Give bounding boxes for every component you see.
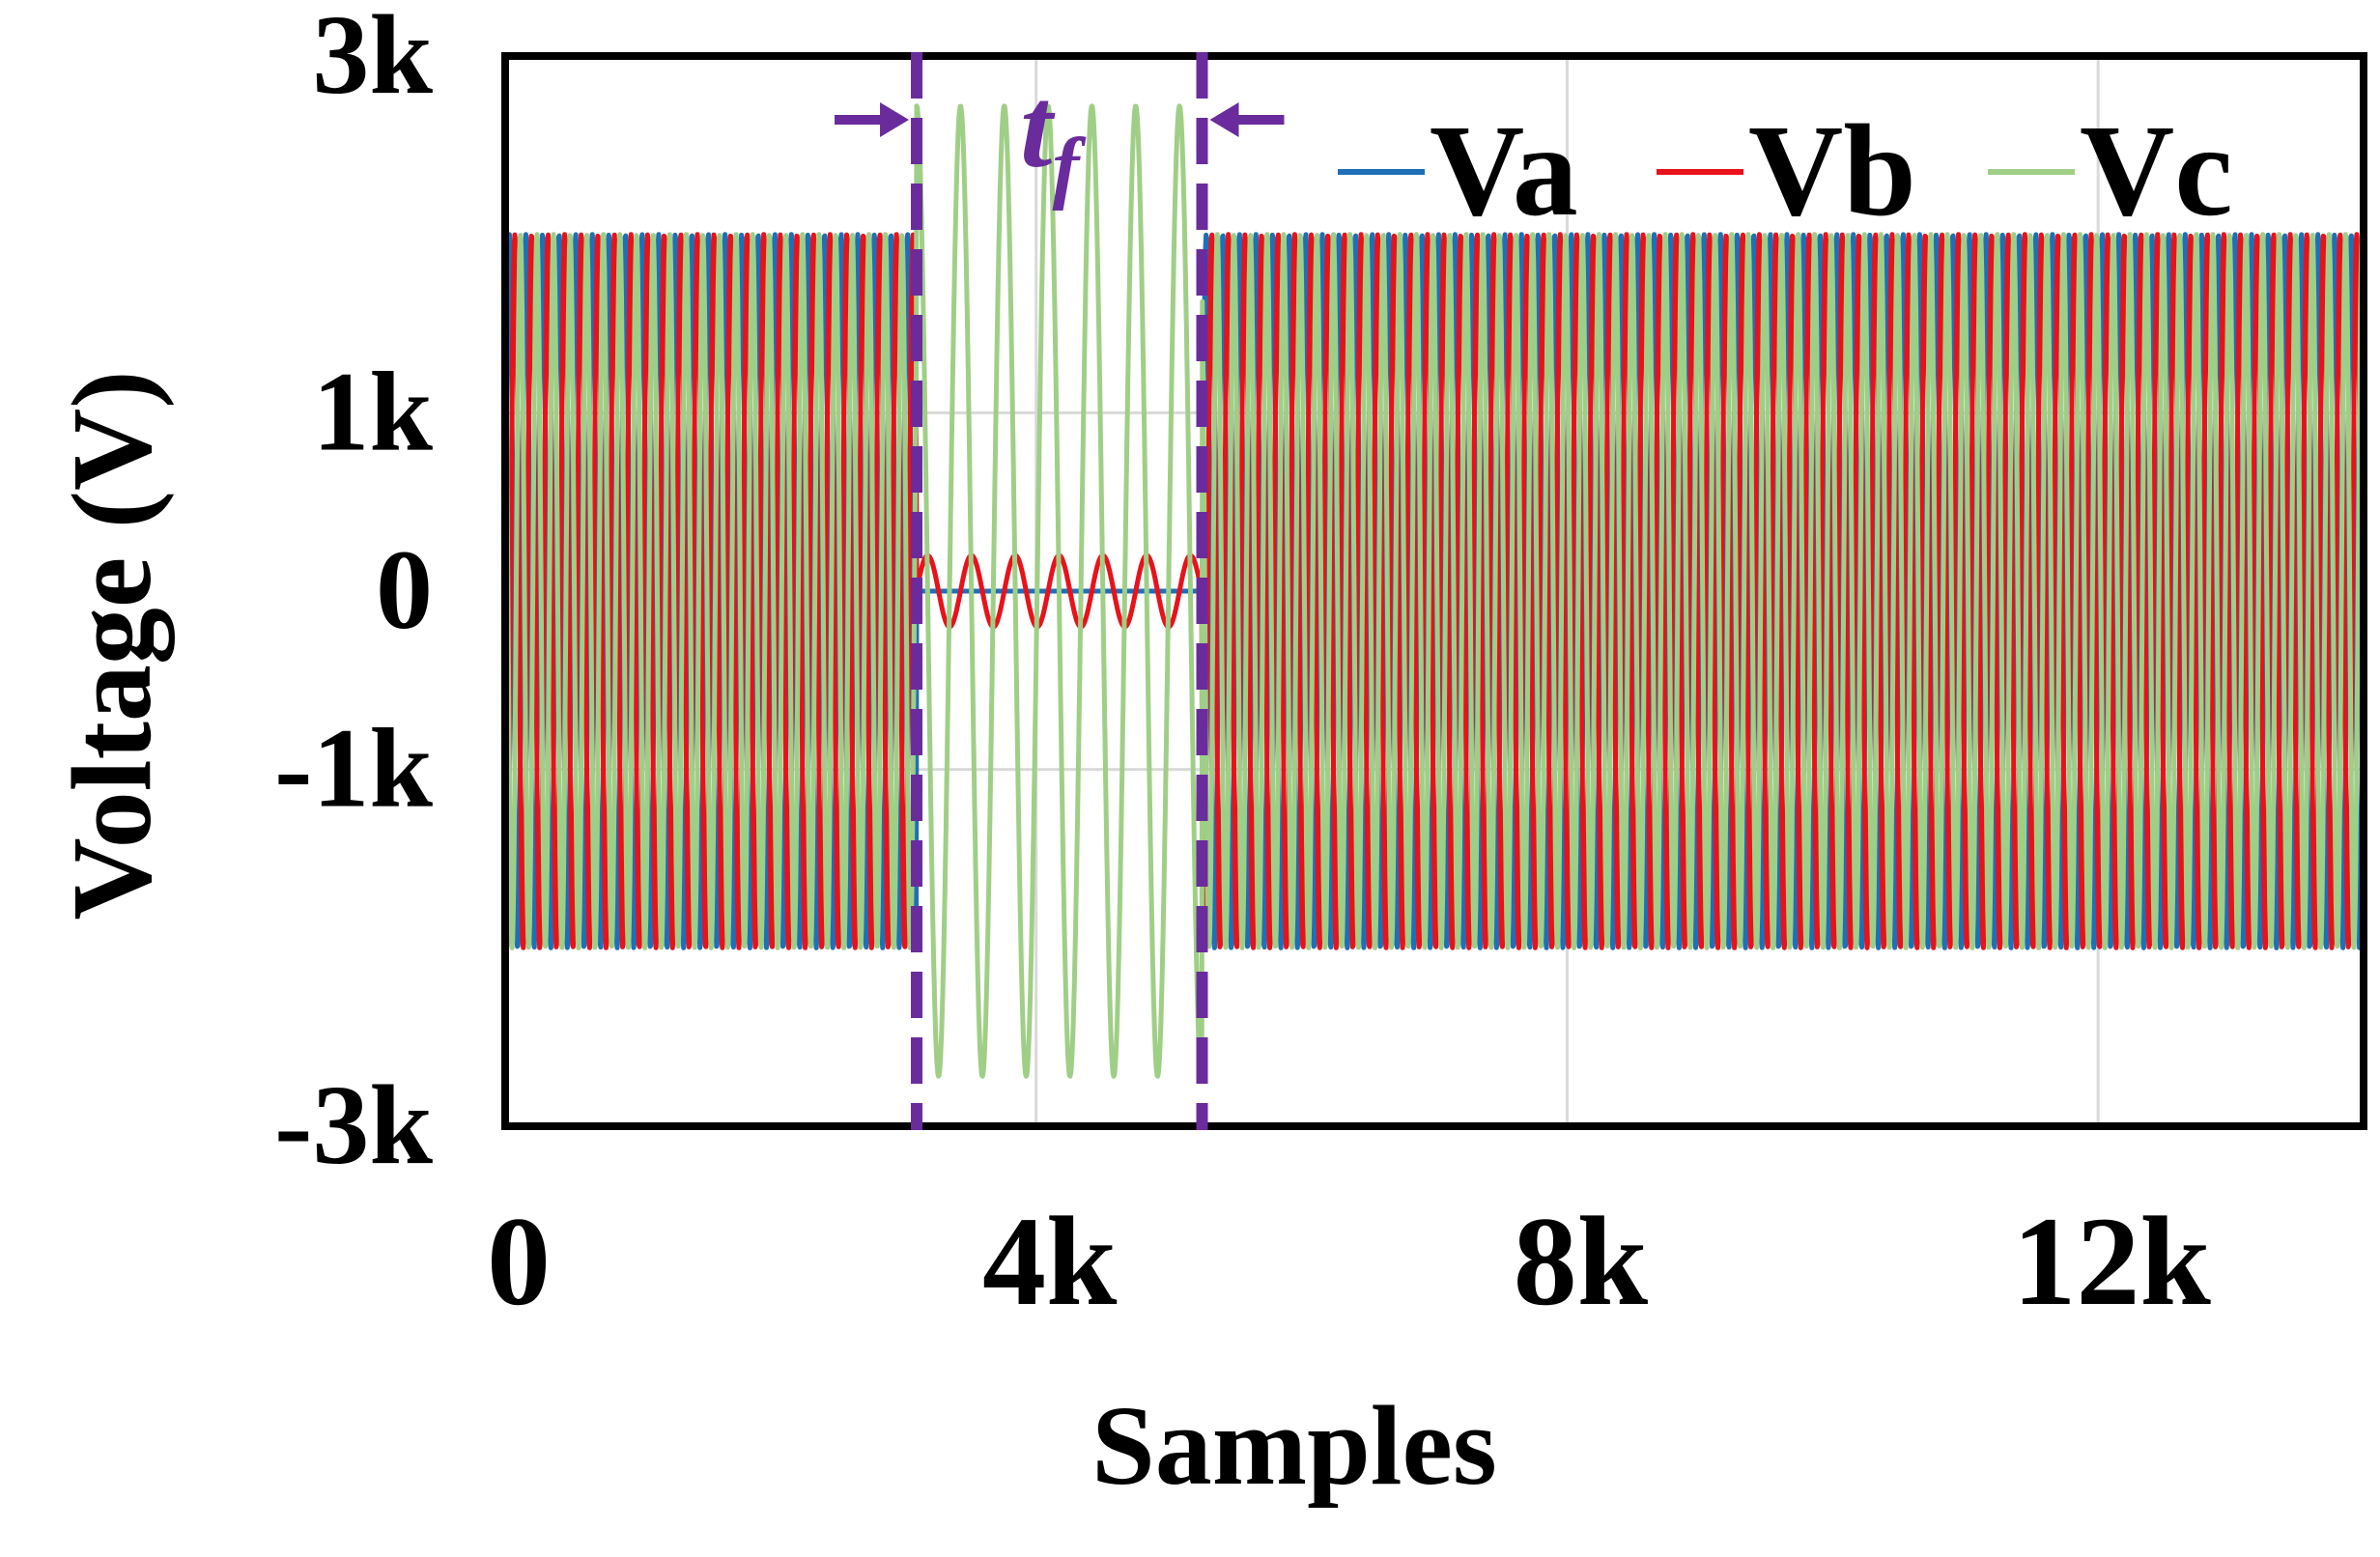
legend: Va Vb Vc <box>1338 99 2233 243</box>
series-line-vb <box>505 232 2364 950</box>
x-tick-label: 4k <box>982 1190 1118 1332</box>
y-axis-ticks: 3k 1k 0 -1k -3k <box>274 0 433 1188</box>
x-tick-label: 8k <box>1514 1190 1649 1332</box>
x-axis-ticks: 0 4k 8k 12k <box>487 1190 2211 1332</box>
legend-label: Vb <box>1748 99 1916 243</box>
y-tick-label: 3k <box>312 0 433 118</box>
y-tick-label: 1k <box>312 348 433 474</box>
y-tick-label: -3k <box>274 1062 433 1188</box>
legend-label: Va <box>1430 99 1578 243</box>
fault-left-arrow-icon <box>880 102 910 137</box>
x-tick-label: 12k <box>2012 1190 2211 1332</box>
legend-item-vc: Vc <box>1988 99 2233 243</box>
legend-item-vb: Vb <box>1657 99 1916 243</box>
series-lines <box>505 103 2364 1079</box>
x-tick-label: 0 <box>487 1190 551 1332</box>
y-tick-label: -1k <box>274 705 433 832</box>
series-line-va <box>505 232 2364 950</box>
fault-duration-sub: f <box>1052 122 1086 212</box>
plot-frame <box>501 52 2367 1130</box>
fault-duration-main: t <box>1020 63 1056 191</box>
legend-label: Vc <box>2080 99 2233 243</box>
series-line-vc <box>505 103 2364 1079</box>
legend-item-va: Va <box>1338 99 1578 243</box>
fault-right-arrow-icon <box>1209 102 1239 137</box>
y-axis-label: Voltage (V) <box>48 370 175 920</box>
y-tick-label: 0 <box>376 526 433 653</box>
fault-duration-label: tf <box>1020 63 1086 212</box>
x-axis-label: Samples <box>1091 1382 1497 1509</box>
